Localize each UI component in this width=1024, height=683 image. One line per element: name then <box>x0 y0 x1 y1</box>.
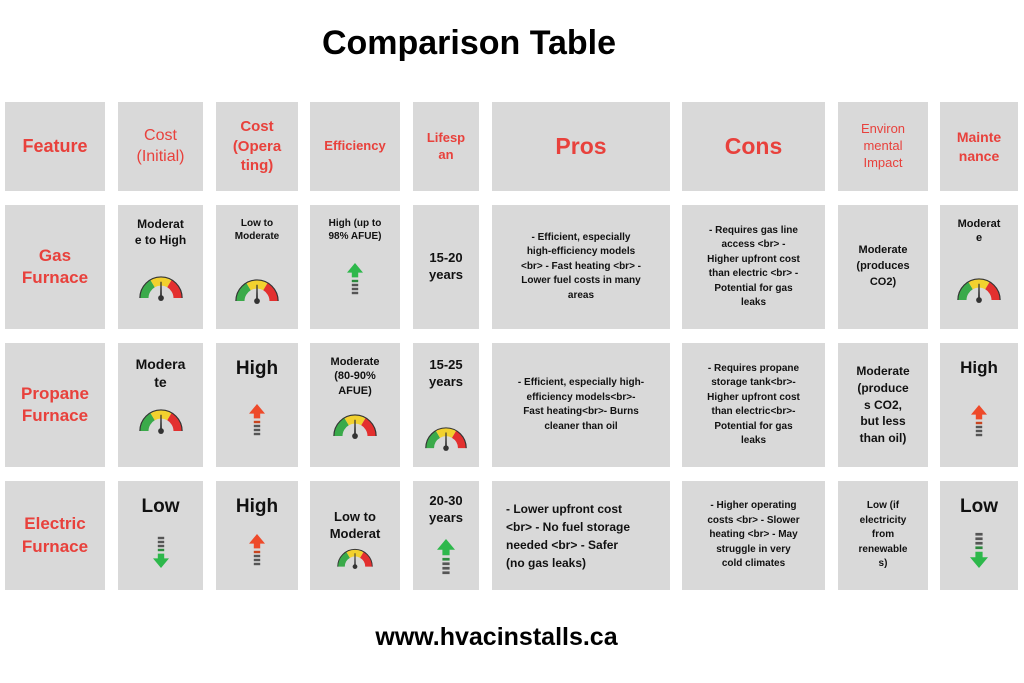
row-propane-environmental-text: Moderate (produce s CO2, but less than oil) <box>856 364 910 446</box>
header-maintenance-label: Mainte nance <box>956 129 1002 164</box>
row-gas-feature-label: Gas Furnace <box>21 245 89 287</box>
row-electric-environmental: Low (if electricity from renewable s) <box>838 481 928 590</box>
row-propane-efficiency-text: Moderate (80-90% AFUE) <box>330 356 380 397</box>
header-maintenance: Mainte nance <box>940 102 1018 191</box>
row-electric-pros-text: - Lower upfront cost <br> - No fuel stora… <box>506 501 631 570</box>
row-propane-pros-text: - Efficient, especially high-efficiency … <box>517 377 645 432</box>
row-gas-lifespan: 15-20 years <box>413 205 479 329</box>
gauge-icon <box>423 425 469 451</box>
row-propane-feature-label: Propane Furnace <box>20 383 90 425</box>
gauge-icon <box>233 277 281 304</box>
row-electric-maintenance: Low <box>940 481 1018 590</box>
row-propane-lifespan: 15-25 years <box>413 343 479 467</box>
page-title: Comparison Table <box>321 24 617 62</box>
header-cost-operating: Cost (Opera ting) <box>216 102 298 191</box>
row-propane-cost-operating: High <box>216 343 298 467</box>
row-gas-cons-text: - Requires gas line access <br> - Higher u… <box>707 224 800 309</box>
row-propane-environmental: Moderate (produce s CO2, but less than oil) <box>838 343 928 467</box>
row-propane-cost-operating-text: High <box>235 358 279 379</box>
row-gas-cons: - Requires gas line access <br> - Higher u… <box>682 205 825 329</box>
row-electric-efficiency: Low to Moderat <box>310 481 400 590</box>
row-gas-maintenance-text: Moderat e <box>957 218 1001 245</box>
row-electric-efficiency-text: Low to Moderat <box>329 509 381 541</box>
header-environmental-label: Environ mental Impact <box>860 121 906 170</box>
header-lifespan-label: Lifesp an <box>426 129 466 162</box>
row-gas-efficiency: High (up to 98% AFUE) <box>310 205 400 329</box>
gauge-icon <box>955 276 1003 303</box>
header-feature-label: Feature <box>22 135 88 156</box>
row-propane-cost-initial: Modera te <box>118 343 203 467</box>
row-gas-cost-operating: Low to Moderate <box>216 205 298 329</box>
row-gas-lifespan-text: 15-20 years <box>429 250 463 282</box>
row-gas-cost-initial: Moderat e to High <box>118 205 203 329</box>
row-propane-feature: Propane Furnace <box>5 343 105 467</box>
gauge-icon <box>331 412 379 439</box>
row-propane-lifespan-text: 15-25 years <box>429 357 463 389</box>
row-electric-feature: Electric Furnace <box>5 481 105 590</box>
row-gas-cost-operating-text: Low to Moderate <box>234 218 280 242</box>
arrow-down-green-icon <box>970 532 988 568</box>
header-cost-initial: Cost (Initial) <box>118 102 203 191</box>
row-propane-pros: - Efficient, especially high-efficiency … <box>492 343 670 467</box>
row-gas-efficiency-text: High (up to 98% AFUE) <box>328 218 382 242</box>
row-electric-maintenance-text: Low <box>960 496 998 517</box>
row-gas-environmental: Moderate (produces CO2) <box>838 205 928 329</box>
row-propane-maintenance: High <box>940 343 1018 467</box>
footer-url: www.hvacinstalls.ca <box>375 623 618 651</box>
row-propane-cost-initial-text: Modera te <box>135 356 186 391</box>
header-cost-operating-label: Cost (Opera ting) <box>232 118 282 175</box>
row-gas-pros: - Efficient, especially high-efficiency m… <box>492 205 670 329</box>
header-cost-initial-label: Cost (Initial) <box>136 126 185 165</box>
row-electric-cons: - Higher operating costs <br> - Slower hea… <box>682 481 825 590</box>
row-gas-maintenance: Moderat e <box>940 205 1018 329</box>
arrow-down-green-icon <box>153 536 169 568</box>
row-electric-cost-operating: High <box>216 481 298 590</box>
row-electric-environmental-text: Low (if electricity from renewable s) <box>858 500 908 570</box>
header-cons-label: Cons <box>724 132 783 159</box>
arrow-up-red-icon <box>249 404 265 436</box>
row-electric-cost-initial-text: Low <box>141 496 180 517</box>
row-propane-efficiency: Moderate (80-90% AFUE) <box>310 343 400 467</box>
row-gas-feature: Gas Furnace <box>5 205 105 329</box>
header-efficiency: Efficiency <box>310 102 400 191</box>
arrow-up-red-icon <box>249 534 265 566</box>
header-pros: Pros <box>492 102 670 191</box>
row-gas-cost-initial-text: Moderat e to High <box>134 217 187 247</box>
row-gas-environmental-text: Moderate (produces CO2) <box>856 244 910 288</box>
row-electric-cost-initial: Low <box>118 481 203 590</box>
header-lifespan: Lifesp an <box>413 102 479 191</box>
row-electric-pros: - Lower upfront cost <br> - No fuel stora… <box>492 481 670 590</box>
row-gas-pros-text: - Efficient, especially high-efficiency m… <box>520 231 642 301</box>
header-efficiency-label: Efficiency <box>324 138 386 154</box>
arrow-up-green-icon <box>347 263 363 295</box>
header-feature: Feature <box>5 102 105 191</box>
header-cons: Cons <box>682 102 825 191</box>
row-electric-lifespan: 20-30 years <box>413 481 479 590</box>
gauge-icon <box>335 547 375 569</box>
row-electric-lifespan-text: 20-30 years <box>429 493 463 525</box>
gauge-icon <box>137 407 185 434</box>
row-propane-maintenance-text: High <box>960 358 998 377</box>
header-pros-label: Pros <box>555 132 607 159</box>
row-electric-feature-label: Electric Furnace <box>21 514 89 556</box>
row-propane-cons-text: - Requires propane storage tank<br>- Highe… <box>707 362 800 447</box>
row-electric-cost-operating-text: High <box>235 496 279 517</box>
gauge-icon <box>137 274 185 301</box>
row-electric-cons-text: - Higher operating costs <br> - Slower hea… <box>707 500 800 570</box>
arrow-up-green-icon <box>437 539 455 575</box>
row-propane-cons: - Requires propane storage tank<br>- Highe… <box>682 343 825 467</box>
header-environmental: Environ mental Impact <box>838 102 928 191</box>
arrow-up-red-icon <box>971 405 987 437</box>
